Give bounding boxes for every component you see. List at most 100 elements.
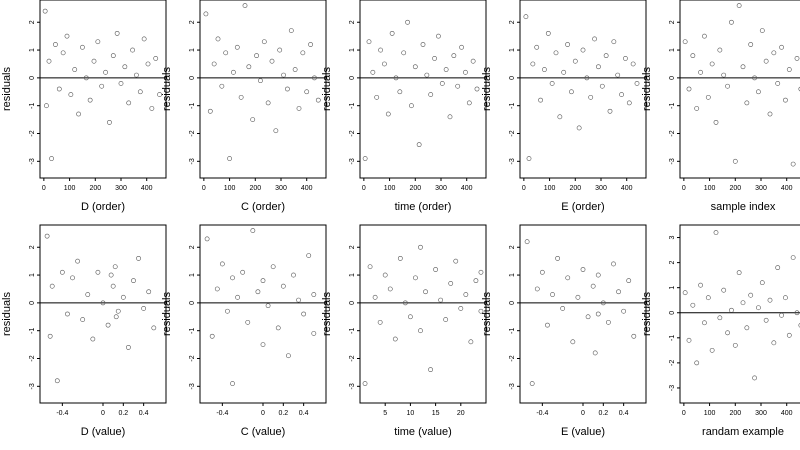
data-point bbox=[595, 311, 601, 317]
data-point bbox=[53, 42, 58, 47]
plot-frame bbox=[519, 0, 647, 179]
x-tick-label: -0.4 bbox=[216, 410, 228, 417]
data-point bbox=[775, 265, 781, 271]
data-point bbox=[736, 270, 742, 276]
x-tick-label: 0.4 bbox=[619, 410, 629, 417]
x-tick-label: 300 bbox=[595, 185, 607, 192]
x-tick-label: 100 bbox=[704, 185, 716, 192]
data-point bbox=[91, 58, 97, 64]
y-tick-label: 1 bbox=[669, 286, 676, 290]
data-point bbox=[458, 306, 464, 311]
data-point bbox=[372, 294, 378, 300]
x-tick-label: 300 bbox=[755, 185, 767, 192]
data-point bbox=[370, 69, 376, 75]
x-tick-label: 300 bbox=[115, 185, 127, 192]
plot-frame bbox=[39, 224, 167, 404]
data-point bbox=[433, 267, 438, 272]
data-point bbox=[131, 278, 136, 284]
data-point bbox=[126, 100, 132, 106]
data-point bbox=[60, 50, 66, 56]
x-axis-label: C (order) bbox=[241, 201, 285, 213]
data-point bbox=[763, 317, 769, 323]
y-tick-label: -2 bbox=[509, 130, 516, 136]
y-tick-label: -3 bbox=[669, 158, 676, 164]
data-point bbox=[790, 255, 796, 260]
data-point bbox=[300, 50, 306, 56]
x-tick-label: -0.4 bbox=[536, 410, 548, 417]
x-tick-label: 100 bbox=[224, 185, 236, 192]
data-point bbox=[416, 142, 422, 148]
data-point bbox=[463, 292, 469, 297]
data-point bbox=[615, 72, 621, 78]
data-point bbox=[436, 33, 441, 39]
data-point bbox=[705, 94, 711, 100]
data-point bbox=[134, 72, 139, 78]
data-point bbox=[529, 381, 535, 386]
y-tick-label: -3 bbox=[29, 158, 36, 164]
data-point bbox=[771, 340, 777, 346]
x-tick-label: 400 bbox=[141, 185, 153, 192]
data-point bbox=[740, 64, 746, 70]
y-tick-label: 2 bbox=[189, 20, 196, 24]
data-point bbox=[686, 337, 692, 343]
y-tick-label: 0 bbox=[29, 76, 36, 80]
data-point bbox=[214, 286, 220, 292]
data-point bbox=[611, 39, 617, 45]
data-point bbox=[273, 128, 279, 134]
data-point bbox=[203, 11, 209, 17]
data-point bbox=[230, 275, 235, 281]
data-point bbox=[250, 117, 256, 122]
data-point bbox=[542, 67, 547, 72]
y-tick-label: -2 bbox=[349, 355, 356, 361]
data-point bbox=[721, 72, 727, 78]
data-point bbox=[227, 156, 232, 161]
y-tick-label: -1 bbox=[29, 102, 36, 108]
data-point bbox=[709, 61, 715, 67]
data-point bbox=[478, 269, 484, 275]
data-point bbox=[424, 72, 430, 78]
data-point bbox=[682, 39, 688, 45]
y-tick-label: -1 bbox=[189, 327, 196, 333]
data-point bbox=[759, 280, 765, 286]
data-point bbox=[304, 89, 310, 95]
y-tick-label: -1 bbox=[509, 102, 516, 108]
data-point bbox=[470, 58, 476, 64]
data-point bbox=[702, 320, 707, 326]
data-point bbox=[630, 61, 636, 67]
data-point bbox=[408, 314, 413, 320]
data-point bbox=[215, 36, 221, 42]
x-tick-label: 0 bbox=[682, 410, 686, 417]
data-point bbox=[234, 44, 240, 50]
data-point bbox=[545, 322, 550, 328]
y-tick-label: 1 bbox=[29, 48, 36, 52]
data-point bbox=[254, 53, 259, 59]
y-tick-label: 0 bbox=[509, 301, 516, 305]
data-point bbox=[265, 100, 271, 106]
data-point bbox=[553, 50, 559, 56]
data-point bbox=[631, 333, 637, 339]
x-tick-label: 0.4 bbox=[139, 410, 149, 417]
y-tick-label: 0 bbox=[29, 301, 36, 305]
x-axis-label: sample index bbox=[711, 201, 776, 213]
data-point bbox=[80, 317, 86, 322]
panel-6: -3 -2 -1 0 1 2 -0.4 0 0.2 0.4 D (value) residuals bbox=[1, 224, 167, 438]
data-point bbox=[698, 69, 703, 75]
data-point bbox=[402, 300, 408, 306]
data-point bbox=[378, 47, 383, 53]
data-point bbox=[141, 36, 147, 42]
y-tick-label: 1 bbox=[29, 273, 36, 277]
panel-1: -3 -2 -1 0 1 2 0 100 200 300 400 D (order) residuals bbox=[1, 0, 167, 213]
y-tick-label: -3 bbox=[189, 158, 196, 164]
data-point bbox=[794, 310, 800, 316]
data-point bbox=[367, 264, 373, 270]
y-axis-label: residuals bbox=[161, 291, 173, 336]
data-point bbox=[794, 56, 800, 61]
data-point bbox=[526, 156, 532, 161]
data-point bbox=[75, 258, 80, 264]
data-point bbox=[126, 344, 131, 350]
data-point bbox=[113, 314, 119, 320]
data-point bbox=[413, 275, 418, 281]
x-tick-label: 400 bbox=[301, 185, 313, 192]
y-tick-label: 2 bbox=[349, 245, 356, 249]
data-point bbox=[570, 339, 576, 345]
